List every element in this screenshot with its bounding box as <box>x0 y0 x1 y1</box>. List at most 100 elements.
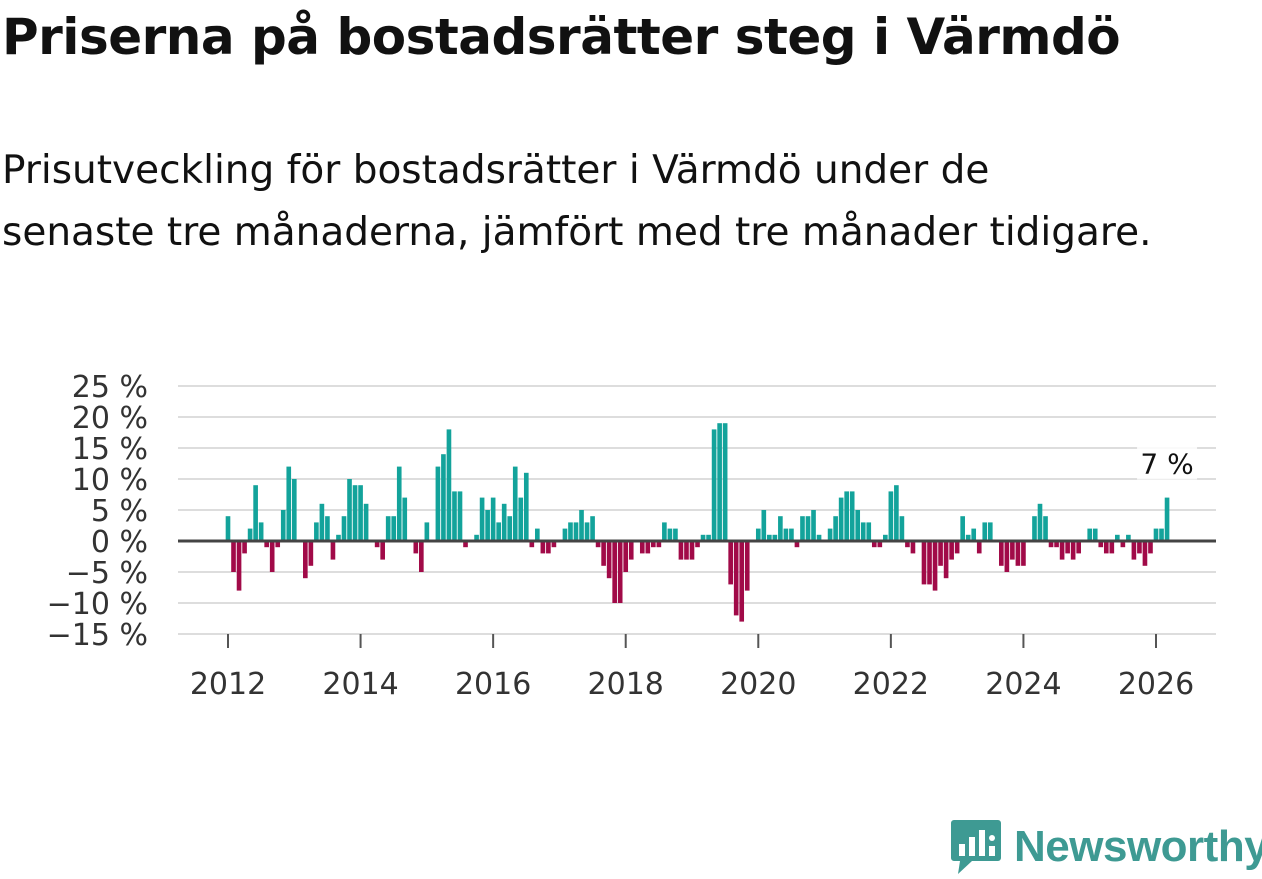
bar <box>1148 541 1153 554</box>
bar <box>943 541 949 579</box>
bar <box>435 466 441 541</box>
x-tick-label: 2018 <box>588 667 664 702</box>
bar <box>894 485 899 541</box>
bar <box>501 503 507 541</box>
bar <box>761 510 767 541</box>
bar <box>535 528 540 541</box>
bar <box>1126 534 1131 541</box>
bar <box>452 491 457 541</box>
bar <box>1015 541 1021 566</box>
bar <box>269 541 275 572</box>
bar <box>628 541 634 560</box>
bar <box>242 541 247 554</box>
bar <box>656 541 662 548</box>
bar <box>982 522 988 541</box>
bar <box>816 534 822 541</box>
bar <box>1070 541 1076 560</box>
x-tick-label: 2014 <box>322 667 398 702</box>
bar <box>987 522 993 541</box>
bar <box>325 516 330 541</box>
bar <box>860 522 866 541</box>
bar <box>883 534 888 541</box>
bar <box>1120 541 1126 548</box>
bar <box>308 541 314 566</box>
bar <box>358 485 363 541</box>
bar <box>275 541 281 548</box>
bar <box>419 541 424 572</box>
bar <box>330 541 336 560</box>
newsworthy-logo: Newsworthy <box>950 818 1262 876</box>
bar <box>601 541 606 566</box>
bar <box>612 541 617 603</box>
annotation: 7 % <box>1137 445 1198 481</box>
bar <box>783 528 789 541</box>
bar <box>546 541 551 554</box>
bar <box>1076 541 1081 554</box>
bar <box>584 522 590 541</box>
bar <box>971 528 977 541</box>
bar <box>264 541 269 548</box>
bar <box>960 516 965 541</box>
newsworthy-logo-text: Newsworthy <box>1014 822 1262 871</box>
bar <box>402 497 408 541</box>
bar <box>789 528 794 541</box>
bar <box>363 503 369 541</box>
bar <box>999 541 1004 566</box>
bar <box>838 497 844 541</box>
bar <box>700 534 706 541</box>
bar <box>291 479 297 541</box>
bar <box>490 497 496 541</box>
bar <box>380 541 385 560</box>
bar <box>877 541 883 548</box>
newsworthy-logo-icon <box>951 820 1001 874</box>
bar <box>667 528 673 541</box>
y-tick-label: 25 % <box>72 370 148 405</box>
y-axis: 25 %20 %15 %10 %5 %0 %−5 %−10 %−15 % <box>47 370 148 653</box>
bar <box>496 522 501 541</box>
y-tick-label: 0 % <box>91 525 148 560</box>
bar <box>391 516 397 541</box>
bar <box>849 491 855 541</box>
bar <box>1131 541 1137 560</box>
bar <box>1054 541 1059 548</box>
bar <box>645 541 651 554</box>
bar <box>932 541 938 591</box>
bar <box>303 541 308 579</box>
bar <box>352 485 358 541</box>
bar <box>336 534 341 541</box>
bar <box>1004 541 1010 572</box>
bar-series <box>225 423 1170 622</box>
bar <box>778 516 783 541</box>
bar <box>512 466 518 541</box>
bar <box>424 522 430 541</box>
bar <box>954 541 960 554</box>
bar <box>1103 541 1109 554</box>
bar <box>744 541 750 591</box>
bar <box>617 541 623 603</box>
bar <box>678 541 684 560</box>
bar <box>1048 541 1054 548</box>
bar <box>927 541 932 585</box>
bar <box>253 485 258 541</box>
bar <box>225 516 231 541</box>
bar <box>341 516 347 541</box>
y-tick-label: −10 % <box>47 587 148 622</box>
bar <box>540 541 546 554</box>
bar <box>1115 534 1120 541</box>
bar <box>413 541 419 554</box>
bar <box>551 541 557 548</box>
bar <box>805 516 811 541</box>
bar <box>938 541 943 566</box>
bar <box>695 541 700 548</box>
bar <box>347 479 352 541</box>
bar <box>976 541 982 554</box>
bar <box>1065 541 1070 554</box>
bar <box>921 541 927 585</box>
bar <box>1021 541 1026 566</box>
bar <box>258 522 264 541</box>
bar <box>1164 497 1170 541</box>
bar <box>568 522 573 541</box>
bar <box>711 429 717 541</box>
x-tick-label: 2016 <box>455 667 531 702</box>
